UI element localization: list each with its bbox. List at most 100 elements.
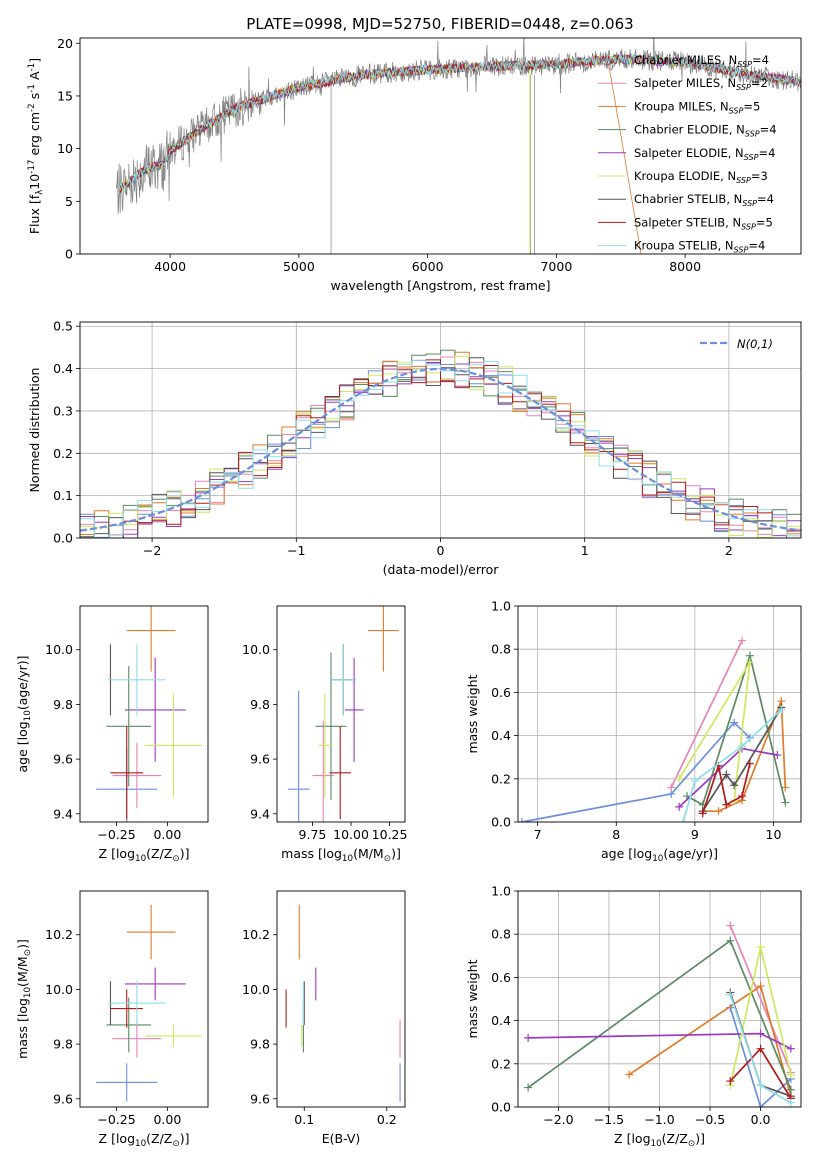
errorbar-salpeter-stelib	[110, 726, 143, 820]
weight-line	[682, 709, 782, 822]
y-tick-label: 0.1	[53, 488, 73, 503]
y-tick-label: 10.0	[242, 982, 270, 997]
weight-point	[726, 921, 735, 930]
x-tick-label: −0.25	[97, 1112, 135, 1127]
errorbar-salpeter-stelib	[329, 726, 352, 820]
legend: Chabrier MILES, NSSP=4 Salpeter MILES, NS…	[598, 53, 777, 255]
x-tick-label: −1	[287, 543, 305, 558]
legend-label-salpeter-stelib: Salpeter STELIB, NSSP=5	[634, 215, 773, 231]
weight-point	[698, 809, 707, 818]
weight-point	[730, 781, 739, 790]
y-tick-label: 0	[65, 247, 73, 262]
weight-point	[690, 776, 699, 785]
plot-area	[80, 349, 801, 538]
errorbar-kroupa-stelib	[108, 644, 166, 716]
weight-point	[786, 1044, 795, 1053]
x-tick-label: 0.2	[377, 1112, 397, 1127]
weight-point	[722, 770, 731, 779]
y-tick-label: 9.6	[250, 752, 270, 767]
weight-point	[756, 1029, 765, 1038]
weight-point	[675, 774, 684, 783]
weight-series-kroupa-elodie	[675, 658, 754, 805]
legend-label-chabrier-elodie: Chabrier ELODIE, NSSP=4	[634, 123, 777, 139]
weight-vs-age-axes: 7 8 9 10 0.0 0.2 0.4 0.6 0.8 1.0 age [log10(age/yr…	[465, 599, 802, 864]
y-tick-label: 9.8	[53, 1037, 73, 1052]
weight-point	[777, 705, 786, 714]
errorbar-chabrier-elodie	[106, 666, 152, 787]
plot-area	[115, 38, 801, 254]
axes-frame	[276, 605, 406, 823]
y-tick-label: 0.2	[491, 771, 511, 786]
legend-label-salpeter-miles: Salpeter MILES, NSSP=2	[634, 76, 768, 92]
weight-point	[781, 798, 790, 807]
errorbar-kroupa-stelib	[108, 981, 166, 1025]
mass-vs-metallicity-axes: −0.25 0.00 9.6 9.8 10.0 10.2 Z [log10(Z/Z⊙)] ma…	[15, 890, 209, 1149]
plot-area	[96, 606, 202, 822]
y-axis-label: mass weight	[465, 959, 480, 1038]
weight-point	[675, 802, 684, 811]
x-tick-label: 10.25	[372, 827, 408, 842]
x-tick-label: 5000	[283, 259, 315, 274]
x-tick-label: 10	[766, 827, 782, 842]
x-tick-label: 10.00	[333, 827, 369, 842]
x-tick-label: 0.0	[751, 1112, 771, 1127]
weight-vs-metallicity-axes: −2.0 −1.5 −1.0 −0.5 0.0 0.0 0.2 0.4 0.6 0.8 1.0 Z […	[465, 884, 802, 1149]
y-tick-label: 1.0	[491, 599, 511, 614]
weight-point	[679, 818, 688, 822]
y-tick-label: 20	[57, 36, 73, 51]
axes-frame	[79, 321, 802, 539]
y-tick-label: 0.2	[53, 446, 73, 461]
plot-area	[96, 904, 202, 1102]
plot-area	[287, 606, 399, 822]
weight-series-kroupa-stelib	[726, 990, 795, 1107]
weight-point	[745, 733, 754, 742]
y-tick-label: 9.6	[53, 752, 73, 767]
x-tick-label: 0.1	[294, 1112, 314, 1127]
x-tick-label: 7000	[540, 259, 572, 274]
y-tick-label: 9.8	[250, 697, 270, 712]
y-tick-label: 10.2	[45, 927, 73, 942]
x-tick-label: −0.25	[97, 827, 135, 842]
plot-area	[518, 636, 790, 822]
y-axis-label: Flux [fλ10-17 erg cm-2 s-1 A-1]	[27, 58, 45, 234]
y-tick-label: 0.0	[53, 531, 73, 546]
weight-point	[756, 982, 765, 991]
weight-point	[726, 936, 735, 945]
weight-point	[786, 1098, 795, 1107]
y-tick-label: 0.4	[53, 361, 73, 376]
y-tick-label: 0.6	[491, 970, 511, 985]
y-axis-label: mass weight	[465, 674, 480, 753]
x-axis-label: wavelength [Angstrom, rest frame]	[330, 278, 550, 293]
weight-point	[738, 742, 747, 751]
errorbar-kroupa-elodie	[145, 1024, 202, 1047]
weight-series-kroupa-stelib	[679, 705, 786, 822]
errorbar-kroupa-miles	[126, 606, 176, 672]
y-tick-label: 0.5	[53, 319, 73, 334]
x-tick-label: 0.00	[153, 1112, 181, 1127]
x-axis-label: Z [log10(Z/Z⊙)]	[99, 1131, 190, 1149]
weight-point	[738, 792, 747, 801]
x-tick-label: 1	[581, 543, 589, 558]
errorbar-chabrier-miles	[287, 690, 310, 822]
x-tick-label: 7	[534, 827, 542, 842]
y-tick-label: 10.2	[242, 927, 270, 942]
y-tick-label: 15	[57, 88, 73, 103]
x-tick-label: −1.0	[644, 1112, 674, 1127]
plot-area	[285, 904, 401, 1102]
errorbar-chabrier-miles	[96, 1063, 158, 1102]
weight-series-kroupa-miles	[698, 697, 790, 816]
x-axis-label: E(B-V)	[322, 1131, 361, 1146]
errorbar-salpeter-elodie	[124, 967, 186, 1001]
y-tick-label: 0.0	[491, 815, 511, 830]
age-vs-mass-axes: 9.75 10.00 10.25 9.4 9.6 9.8 10.0 mass [log10(M…	[242, 605, 408, 864]
errorbar-chabrier-elodie	[315, 652, 347, 801]
weight-series-chabrier-elodie	[524, 936, 795, 1094]
weight-series-salpeter-stelib	[726, 1044, 795, 1103]
y-tick-label: 9.4	[53, 806, 73, 821]
legend-label-normal: N(0,1)	[737, 337, 773, 351]
x-tick-label: −2.0	[543, 1112, 573, 1127]
normal-curve	[80, 367, 801, 532]
axes-frame	[79, 37, 802, 255]
weight-point	[756, 1081, 765, 1090]
y-tick-label: 0.8	[491, 927, 511, 942]
